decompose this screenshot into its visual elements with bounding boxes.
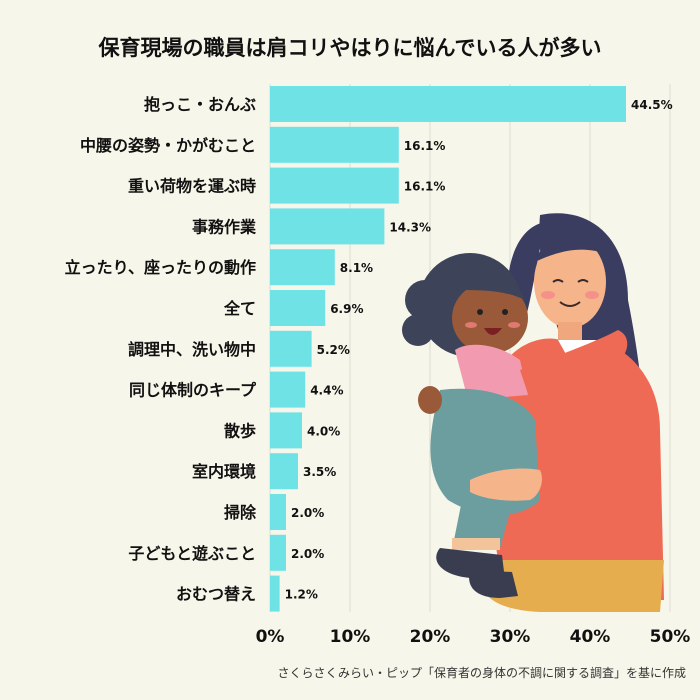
bar <box>270 330 312 367</box>
category-label: 抱っこ・おんぶ <box>144 95 256 114</box>
category-label: 調理中、洗い物中 <box>128 340 256 359</box>
category-label: 立ったり、座ったりの動作 <box>65 258 256 277</box>
bar <box>270 575 280 612</box>
mother-child-illustration <box>402 213 664 612</box>
bar <box>270 86 626 122</box>
value-label: 16.1% <box>404 180 446 194</box>
bars <box>270 86 626 612</box>
value-label: 4.4% <box>310 384 343 398</box>
bar <box>270 494 286 530</box>
x-tick-label: 50% <box>650 627 691 647</box>
value-label: 8.1% <box>340 261 373 275</box>
value-label: 2.0% <box>291 506 324 520</box>
value-label: 44.5% <box>631 98 673 112</box>
value-labels: 44.5% 16.1% 16.1% 14.3% 8.1% 6.9% 5.2% 4.4% 4.0%… <box>285 98 673 602</box>
value-label: 5.2% <box>317 343 350 357</box>
value-label: 6.9% <box>330 302 363 316</box>
category-label: 掃除 <box>224 503 257 522</box>
bar <box>270 453 298 490</box>
value-label: 3.5% <box>303 465 336 479</box>
category-label: 室内環境 <box>192 462 256 481</box>
category-label: 中腰の姿勢・かがむこと <box>80 136 256 155</box>
x-tick-label: 0% <box>256 627 285 647</box>
chart-title: 保育現場の職員は肩コリやはりに悩んでいる人が多い <box>98 36 602 60</box>
category-label: 同じ体制のキープ <box>129 381 257 400</box>
bar <box>270 534 286 571</box>
category-labels: 抱っこ・おんぶ中腰の姿勢・かがむこと重い荷物を運ぶ時事務作業立ったり、座ったりの… <box>65 95 257 604</box>
value-label: 2.0% <box>291 547 324 561</box>
bar <box>270 412 302 449</box>
x-tick-label: 30% <box>490 627 531 647</box>
category-label: おむつ替え <box>176 585 256 604</box>
category-label: 散歩 <box>224 421 256 440</box>
bar <box>270 208 385 245</box>
bar <box>270 371 306 408</box>
value-label: 4.0% <box>307 424 340 438</box>
x-tick-label: 40% <box>570 627 611 647</box>
category-label: 事務作業 <box>192 217 257 236</box>
bar <box>270 126 399 163</box>
x-tick-label: 20% <box>410 627 451 647</box>
value-label: 14.3% <box>389 220 431 234</box>
bar <box>270 167 399 204</box>
bar <box>270 249 335 286</box>
source-credit: さくらさくみらい・ピップ「保育者の身体の不調に関する調査」を基に作成 <box>277 666 686 680</box>
category-label: 子どもと遊ぶこと <box>128 544 256 563</box>
bar <box>270 290 326 326</box>
value-label: 1.2% <box>285 588 318 602</box>
category-label: 重い荷物を運ぶ時 <box>128 177 256 196</box>
category-label: 全て <box>223 299 256 318</box>
x-axis-ticks: 0% 10% 20% 30% 40% 50% <box>256 627 691 647</box>
x-tick-label: 10% <box>330 627 371 647</box>
value-label: 16.1% <box>404 139 446 153</box>
